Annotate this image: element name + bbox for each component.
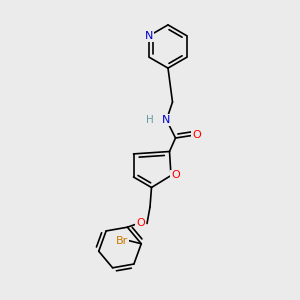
Text: N: N — [162, 115, 171, 125]
Text: O: O — [136, 218, 145, 229]
Text: N: N — [145, 31, 154, 41]
Text: O: O — [192, 130, 201, 140]
Text: Br: Br — [116, 236, 128, 246]
Text: O: O — [171, 170, 180, 181]
Text: H: H — [146, 115, 154, 125]
